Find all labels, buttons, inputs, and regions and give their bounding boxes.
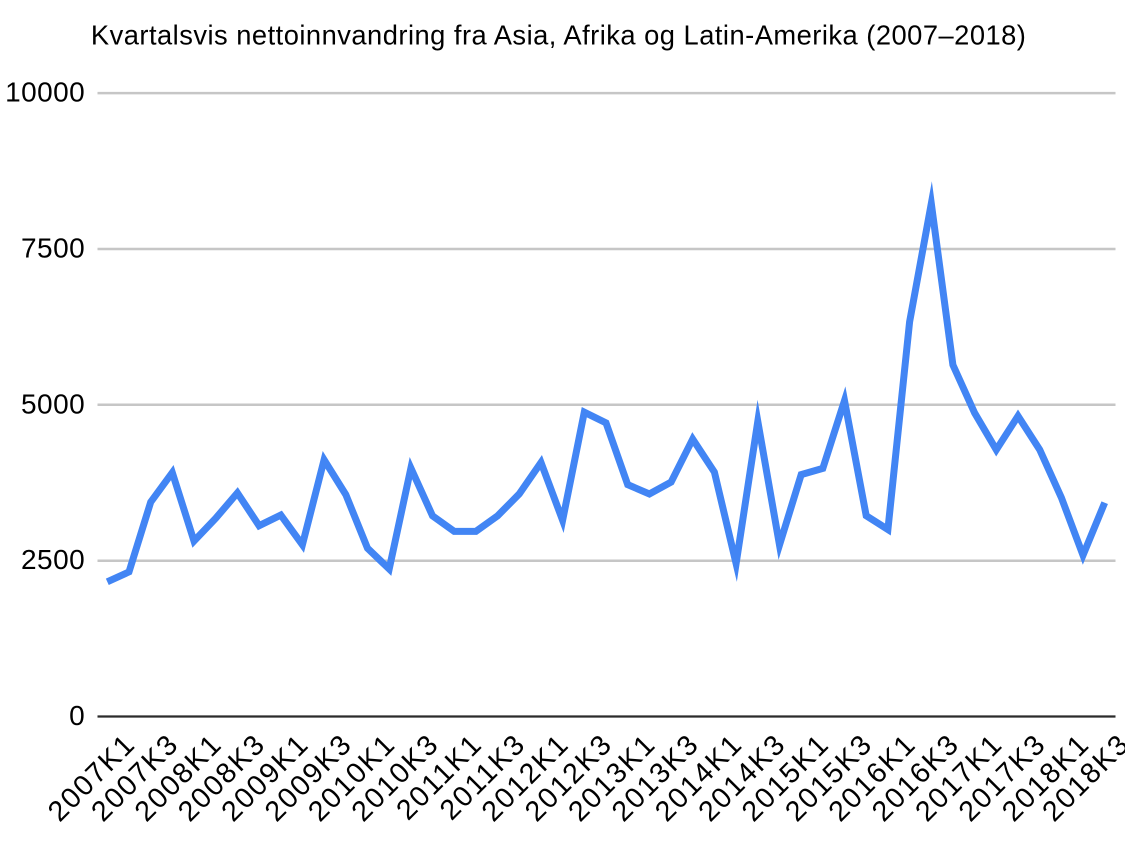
svg-text:0: 0 [69, 700, 85, 731]
svg-text:2500: 2500 [21, 544, 85, 575]
svg-text:7500: 7500 [21, 233, 85, 264]
svg-text:5000: 5000 [21, 388, 85, 419]
svg-text:10000: 10000 [5, 77, 85, 108]
svg-text:Kvartalsvis nettoinnvandring f: Kvartalsvis nettoinnvandring fra Asia, A… [91, 19, 1026, 50]
